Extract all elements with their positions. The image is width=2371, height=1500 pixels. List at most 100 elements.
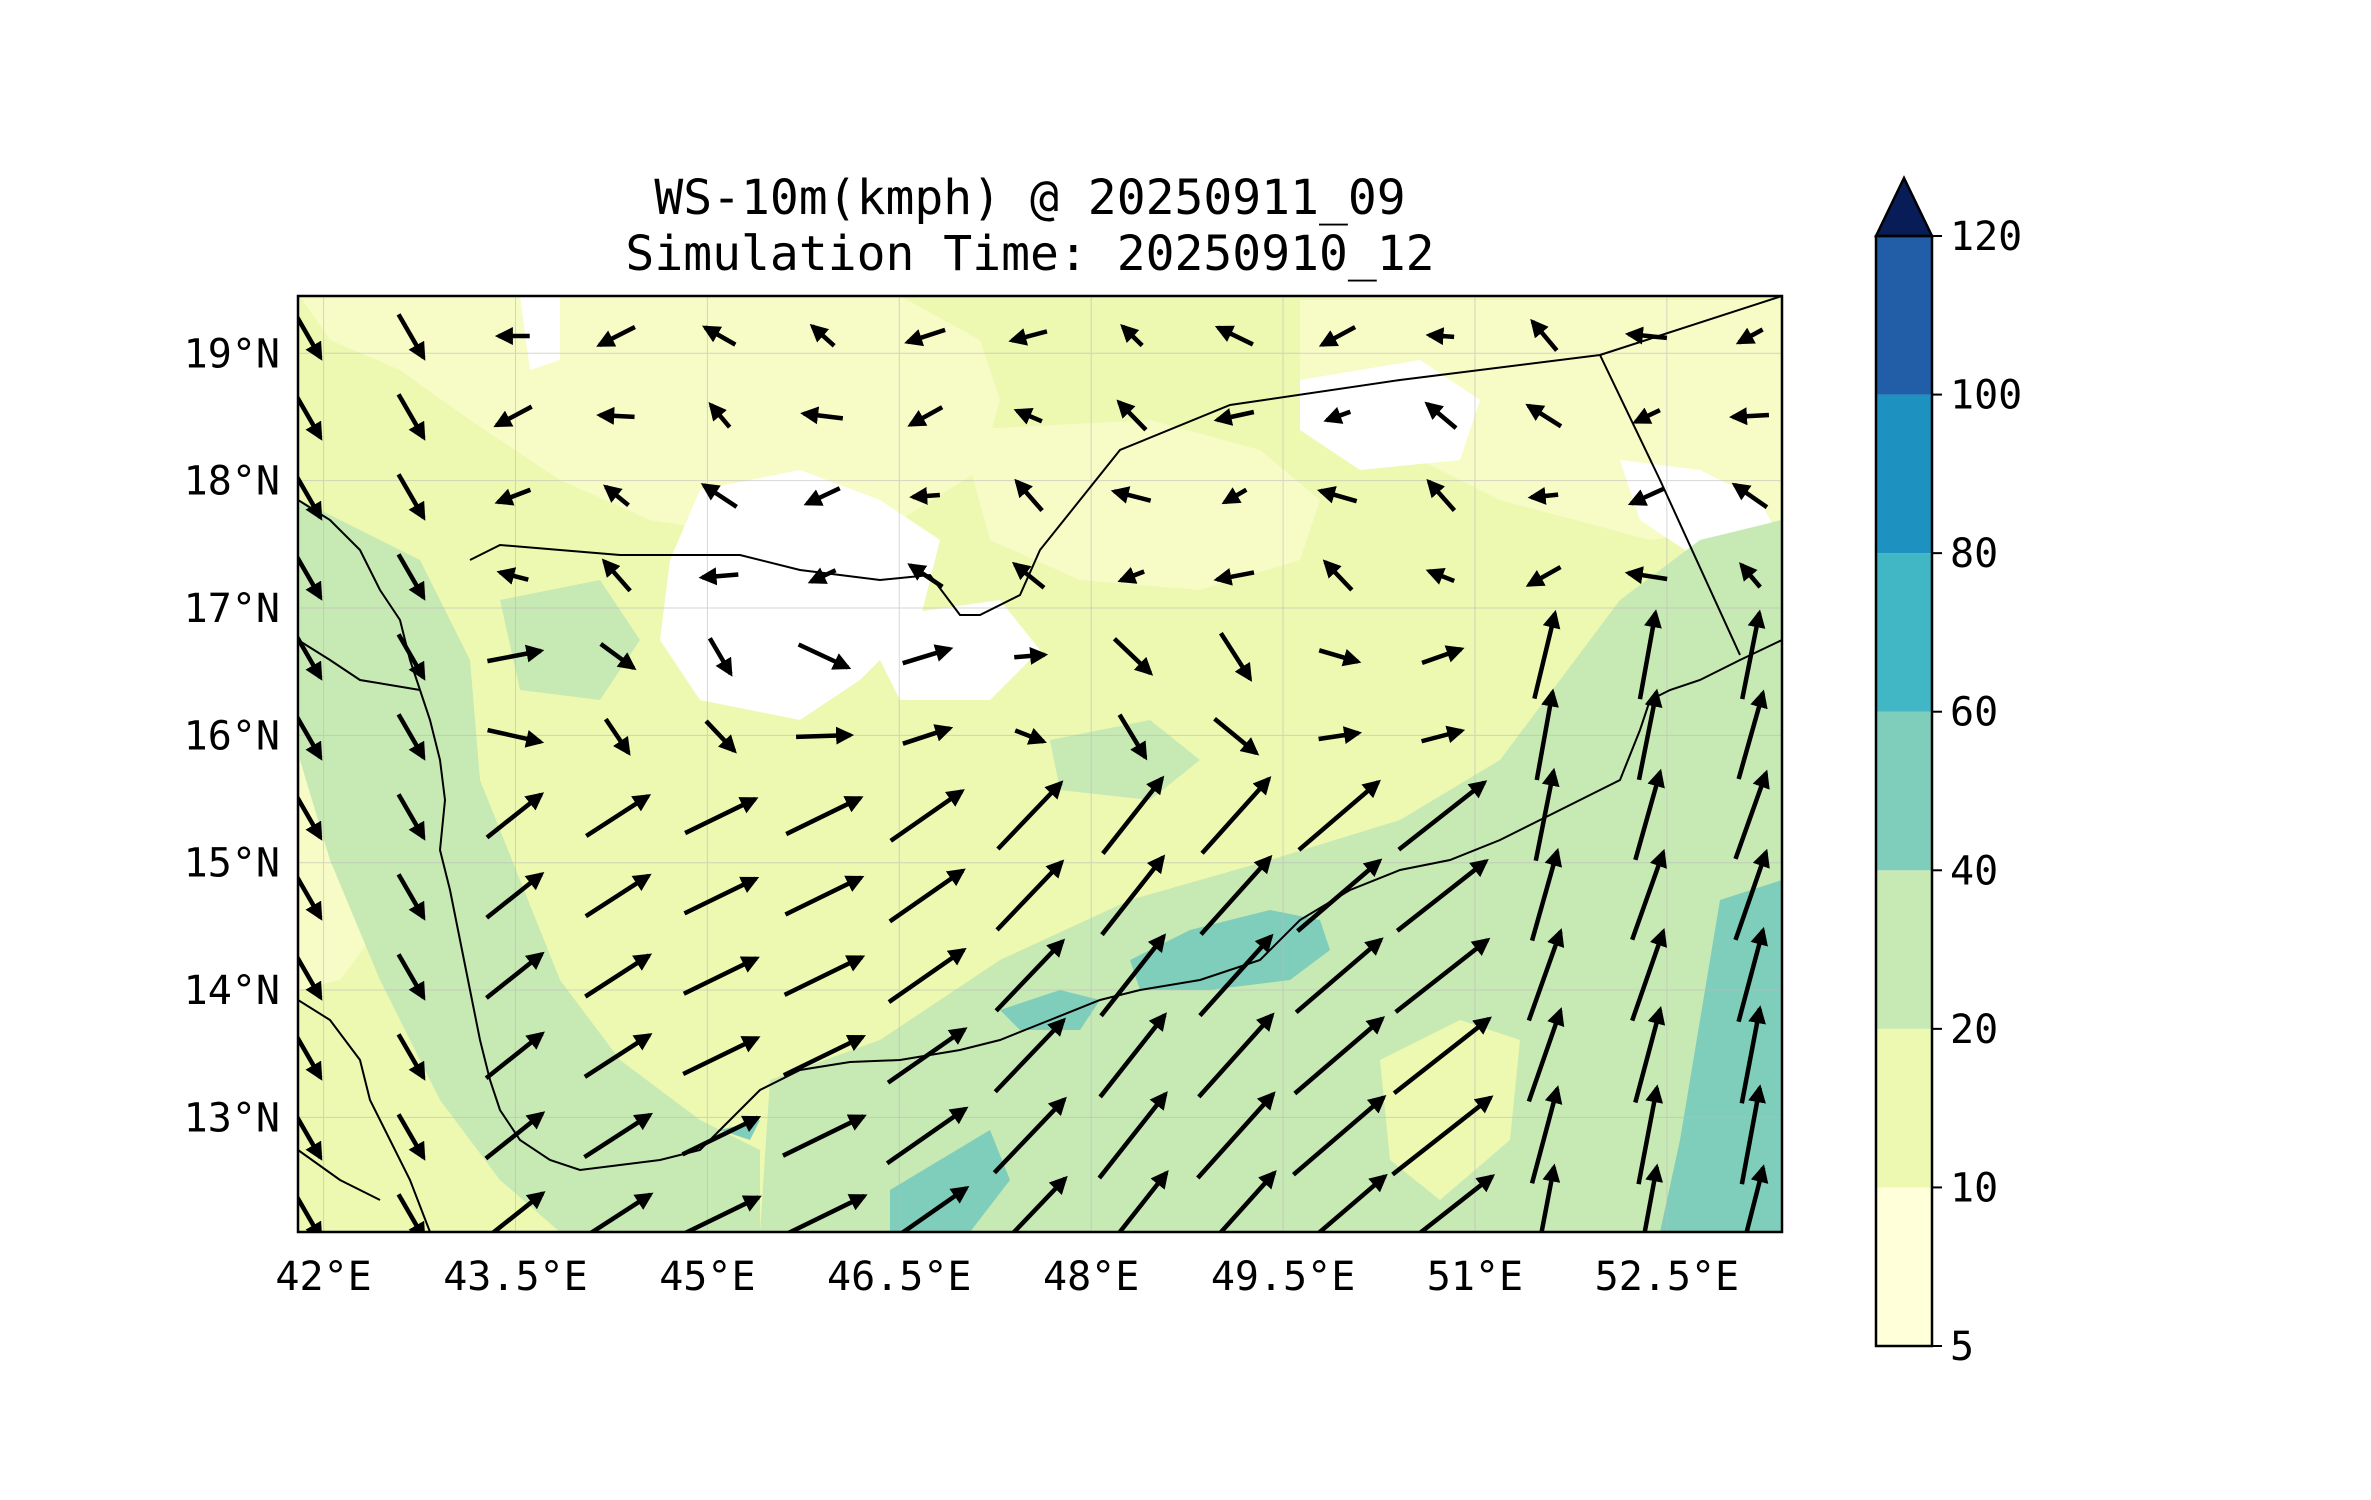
wind-arrow (1421, 645, 1465, 665)
wind-arrow (485, 872, 545, 920)
wind-arrow (1322, 559, 1354, 592)
wind-arrow (1014, 646, 1049, 665)
wind-arrow (803, 486, 841, 506)
colorbar-tick-label: 80 (1950, 531, 1998, 577)
wind-arrow (585, 794, 652, 838)
wind-arrow (298, 554, 323, 601)
wind-arrow (682, 1035, 761, 1077)
wind-arrow (494, 487, 532, 506)
wind-arrow (785, 1193, 868, 1232)
wind-arrow (596, 324, 636, 348)
x-axis-ticks: 42°E 43.5°E 45°E 46.5°E 48°E 49.5°E 51°E 52.5°E (275, 1254, 1739, 1300)
wind-arrow (1213, 717, 1260, 756)
wind-arrow (1633, 1006, 1666, 1104)
wind-arrow (701, 325, 737, 347)
wind-arrow (1116, 399, 1148, 432)
wind-arrow (682, 1195, 762, 1232)
colorbar: 5 10 20 40 60 80 100 120 (1874, 175, 2022, 1370)
wind-arrow (809, 323, 836, 348)
wind-arrow (584, 953, 653, 999)
wind-arrow (1425, 327, 1455, 346)
wind-arrow (396, 873, 426, 921)
wind-arrow (396, 793, 426, 841)
x-tick-label: 51°E (1427, 1254, 1523, 1300)
y-tick-label: 13°N (184, 1095, 280, 1141)
wind-arrow (1213, 567, 1255, 586)
wind-arrow (1630, 848, 1667, 941)
wind-arrow (1526, 928, 1565, 1022)
wind-arrow (487, 644, 545, 664)
wind-arrow (298, 714, 323, 761)
wind-arrow (1214, 325, 1254, 347)
wind-arrow (1101, 775, 1165, 855)
wind-arrow (1294, 937, 1384, 1015)
wind-arrow (785, 795, 864, 837)
wind-arrow (1733, 769, 1770, 860)
wind-arrow (1097, 1091, 1168, 1180)
wind-arrow (487, 727, 545, 748)
wind-vectors (298, 313, 1770, 1232)
wind-arrow (1534, 688, 1559, 781)
wind-arrow (1632, 407, 1661, 424)
wind-arrow (1117, 566, 1145, 584)
wind-arrow (796, 726, 855, 745)
wind-arrow (1213, 408, 1255, 426)
wind-arrow (1533, 767, 1560, 862)
wind-arrow (1636, 688, 1663, 781)
wind-arrow (396, 473, 426, 521)
colorbar-tick-label: 120 (1950, 214, 2022, 260)
colorbar-tick-label: 10 (1950, 1165, 1998, 1211)
colorbar-tick-label: 40 (1950, 848, 1998, 894)
wind-arrow (1739, 1084, 1766, 1185)
y-tick-label: 19°N (184, 331, 280, 377)
wind-arrow (1100, 854, 1166, 937)
wind-arrow (1221, 487, 1248, 505)
x-tick-label: 46.5°E (827, 1254, 972, 1300)
wind-arrow (1627, 486, 1666, 506)
wind-arrow (1008, 328, 1048, 346)
wind-arrow (784, 875, 865, 917)
wind-arrow (584, 873, 652, 919)
wind-arrow (484, 1031, 545, 1080)
wind-arrow (1293, 1016, 1386, 1096)
x-tick-label: 43.5°E (443, 1254, 588, 1300)
wind-arrow (298, 794, 323, 841)
wind-arrow (1117, 713, 1148, 761)
wind-arrow (599, 642, 637, 671)
wind-arrow (888, 868, 966, 924)
wind-arrow (1426, 478, 1457, 512)
wind-arrow (1729, 407, 1770, 426)
wind-arrow (1425, 567, 1456, 585)
wind-arrow (807, 567, 837, 584)
wind-arrow (1394, 937, 1491, 1014)
wind-arrow (1318, 325, 1357, 347)
colorbar-segment (1876, 870, 1932, 1029)
wind-arrow (1736, 926, 1768, 1023)
wind-arrow (298, 1194, 323, 1232)
wind-arrow (996, 780, 1064, 851)
wind-arrow (298, 634, 323, 681)
coastlines-borders (298, 296, 1782, 1232)
wind-arrow (1420, 725, 1466, 744)
wind-arrow (1291, 1095, 1387, 1177)
wind-arrow (396, 1113, 426, 1161)
wind-arrow (396, 1033, 426, 1081)
wind-arrow (1218, 631, 1253, 682)
title-line-1: WS-10m(kmph) @ 20250911_09 (654, 170, 1406, 226)
wind-arrow (596, 406, 635, 425)
wind-arrow (1323, 406, 1352, 424)
wind-arrow (1011, 561, 1046, 590)
wind-arrow (485, 951, 545, 1000)
wind-arrow (1735, 327, 1764, 345)
colorbar-extend (1874, 175, 1934, 238)
wind-arrow (1633, 768, 1665, 861)
wind-arrow (1391, 1095, 1494, 1177)
wind-arrow (783, 955, 866, 997)
wind-arrow (1318, 726, 1363, 745)
wind-arrow (1112, 637, 1154, 676)
wind-arrow (1630, 927, 1668, 1022)
map-area (298, 296, 1782, 1232)
wind-arrow (1417, 1174, 1496, 1232)
wind-arrow (907, 563, 944, 589)
